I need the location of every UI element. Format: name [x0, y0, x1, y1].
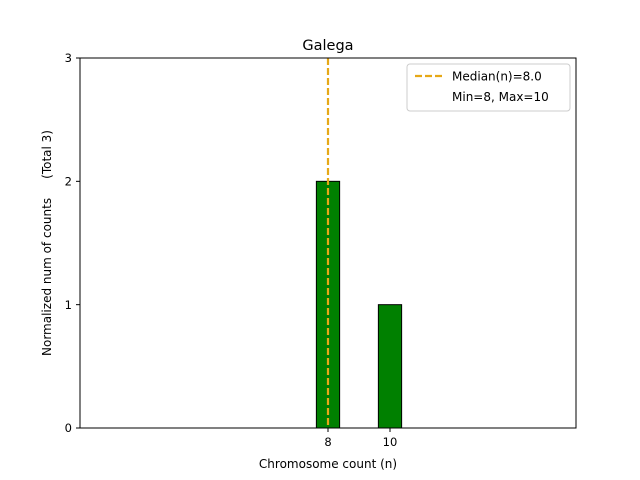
y-axis-ticks: 0 1 2 3 — [65, 51, 80, 435]
x-axis-label: Chromosome count (n) — [259, 457, 397, 471]
legend-median-label: Median(n)=8.0 — [452, 70, 542, 84]
bar-n-10 — [377, 304, 403, 429]
legend: Median(n)=8.0 Min=8, Max=10 — [406, 63, 571, 112]
legend-range-label: Min=8, Max=10 — [452, 90, 549, 104]
x-axis-ticks: 8 10 — [324, 428, 397, 449]
x-tick-label: 10 — [383, 435, 398, 449]
y-tick-label: 1 — [65, 298, 72, 312]
chart-title: Galega — [302, 38, 353, 54]
y-tick-label: 0 — [65, 421, 72, 435]
y-tick-label: 3 — [65, 51, 72, 65]
legend-frame — [406, 63, 571, 112]
bars-layer — [315, 180, 403, 429]
y-axis-label: Normalized num of counts (Total 3) — [40, 130, 54, 356]
x-tick-label: 8 — [324, 435, 331, 449]
y-tick-label: 2 — [65, 175, 72, 189]
